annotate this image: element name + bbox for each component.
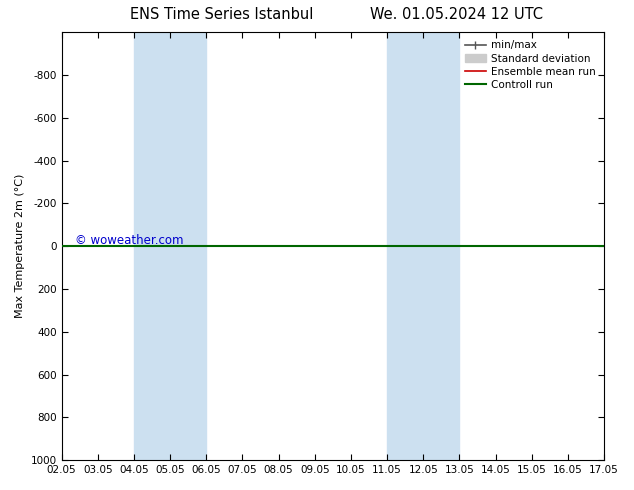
Legend: min/max, Standard deviation, Ensemble mean run, Controll run: min/max, Standard deviation, Ensemble me… xyxy=(462,37,599,93)
Text: © woweather.com: © woweather.com xyxy=(75,234,184,247)
Text: ENS Time Series Istanbul: ENS Time Series Istanbul xyxy=(130,7,314,23)
Bar xyxy=(387,32,460,460)
Text: We. 01.05.2024 12 UTC: We. 01.05.2024 12 UTC xyxy=(370,7,543,23)
Bar xyxy=(134,32,206,460)
Y-axis label: Max Temperature 2m (°C): Max Temperature 2m (°C) xyxy=(15,174,25,318)
